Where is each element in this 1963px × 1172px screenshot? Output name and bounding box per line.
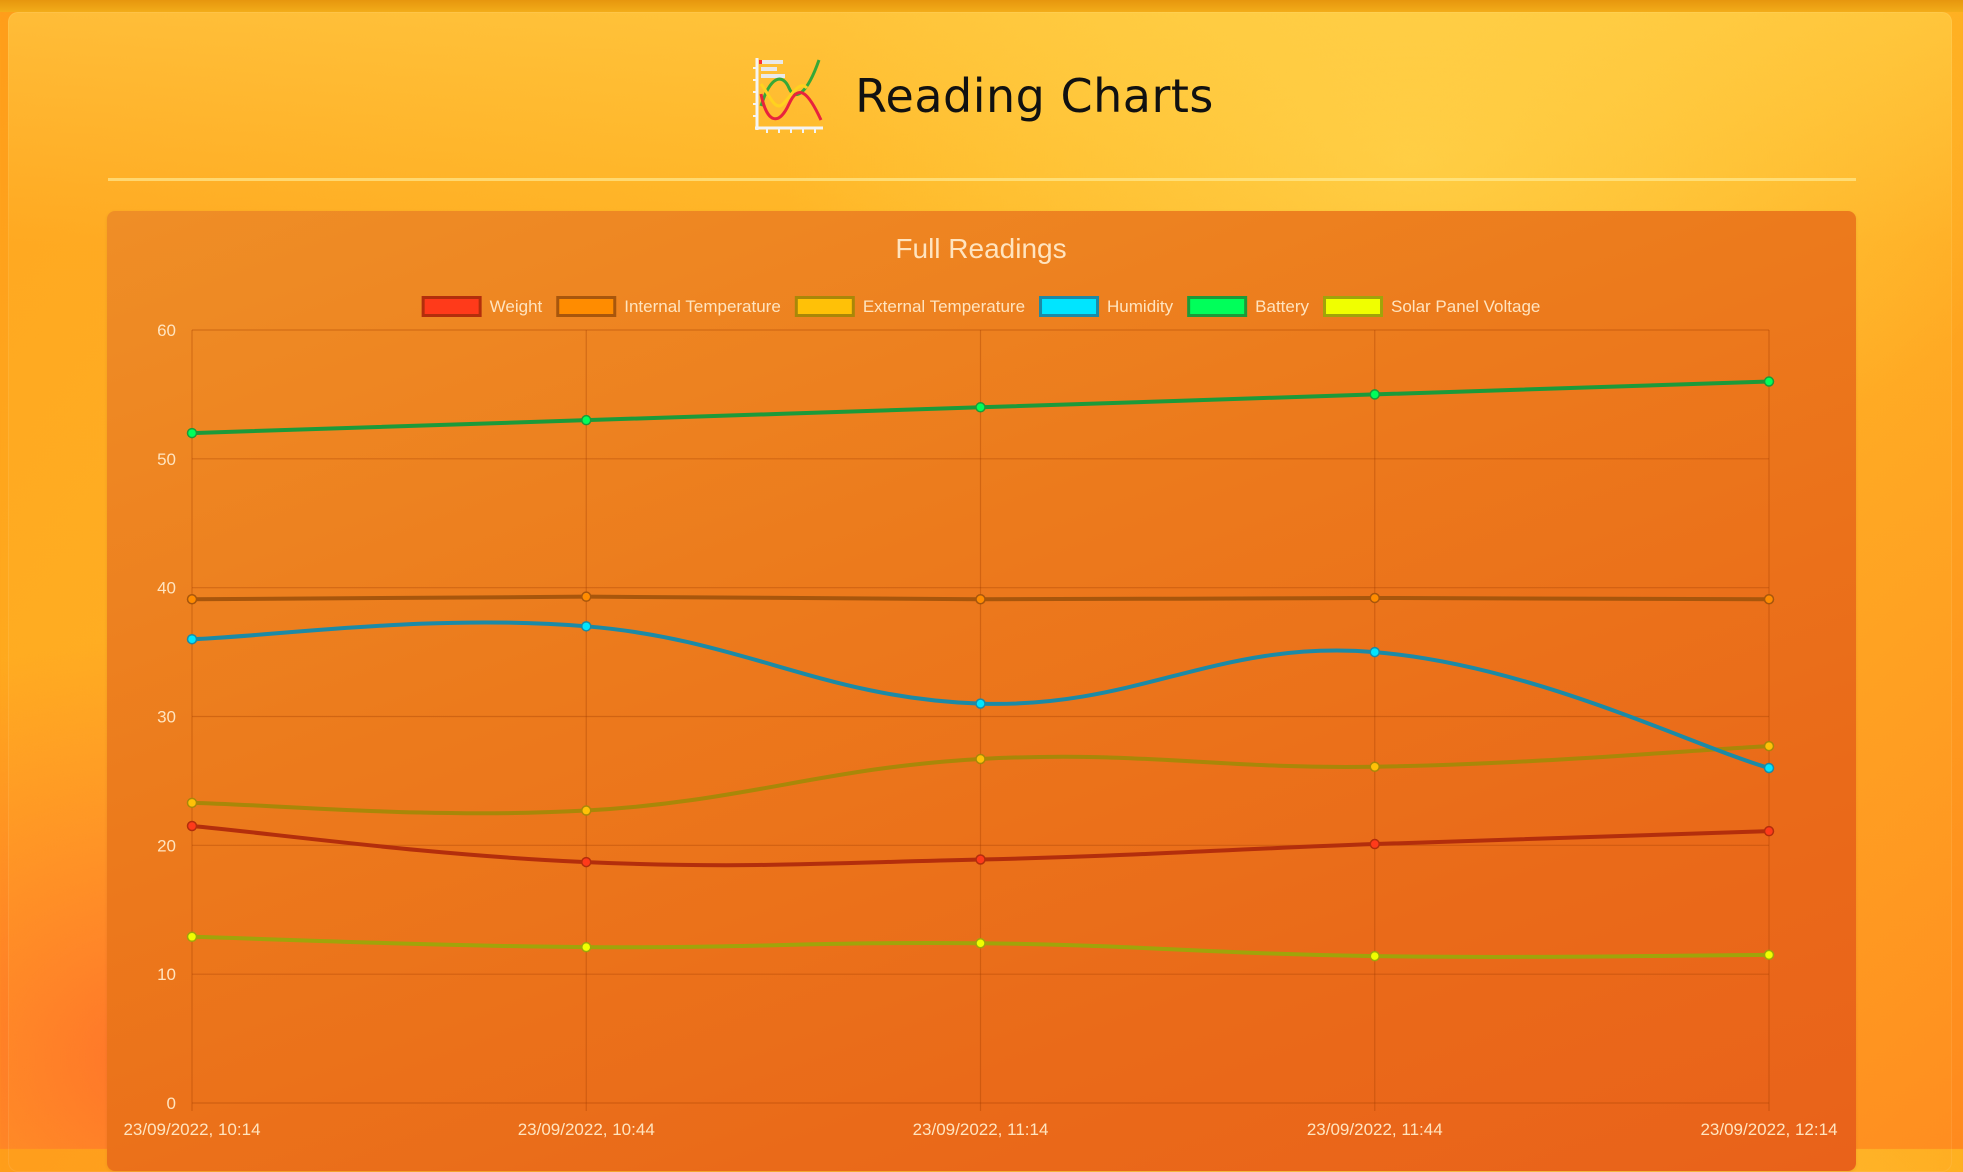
y-tick-label: 50 bbox=[157, 450, 176, 469]
legend-item-solar-panel-voltage[interactable]: Solar Panel Voltage bbox=[1323, 296, 1541, 317]
legend-swatch bbox=[1323, 296, 1384, 317]
legend-label: Humidity bbox=[1107, 297, 1174, 316]
data-point-battery[interactable] bbox=[186, 427, 198, 439]
data-point-battery[interactable] bbox=[1763, 376, 1775, 387]
y-tick-label: 60 bbox=[157, 321, 176, 340]
series-humidity bbox=[186, 620, 1775, 774]
legend-item-battery[interactable]: Battery bbox=[1187, 296, 1310, 317]
x-tick-label: 23/09/2022, 11:14 bbox=[913, 1120, 1049, 1139]
data-point-humidity[interactable] bbox=[1763, 762, 1775, 774]
legend-swatch bbox=[1039, 296, 1100, 317]
data-point-humidity[interactable] bbox=[1369, 646, 1380, 658]
y-tick-label: 30 bbox=[157, 708, 176, 727]
legend-swatch bbox=[421, 296, 482, 317]
data-point-weight[interactable] bbox=[186, 820, 198, 832]
legend-label: Solar Panel Voltage bbox=[1391, 297, 1540, 316]
x-tick-label: 23/09/2022, 12:14 bbox=[1700, 1120, 1837, 1139]
data-point-internal-temperature[interactable] bbox=[186, 594, 198, 605]
x-tick-label: 23/09/2022, 11:44 bbox=[1307, 1120, 1443, 1139]
legend-item-weight[interactable]: Weight bbox=[421, 296, 543, 317]
y-tick-label: 10 bbox=[157, 965, 176, 984]
chart-title: Full Readings bbox=[895, 233, 1066, 264]
data-point-internal-temperature[interactable] bbox=[1763, 594, 1775, 605]
legend-item-internal-temperature[interactable]: Internal Temperature bbox=[556, 296, 781, 317]
legend-label: Weight bbox=[490, 297, 543, 316]
x-axis: 23/09/2022, 10:14 23/09/2022, 10:44 23/09/… bbox=[123, 1120, 1837, 1139]
data-point-internal-temperature[interactable] bbox=[975, 594, 986, 605]
data-point-internal-temperature[interactable] bbox=[581, 591, 592, 602]
chart-panel bbox=[107, 211, 1856, 1171]
data-point-internal-temperature[interactable] bbox=[1369, 592, 1380, 604]
data-point-weight[interactable] bbox=[1369, 838, 1380, 850]
x-tick-label: 23/09/2022, 10:44 bbox=[518, 1120, 655, 1139]
chart-series bbox=[186, 376, 1775, 962]
legend-item-external-temperature[interactable]: External Temperature bbox=[794, 296, 1025, 317]
data-point-external-temperature[interactable] bbox=[1763, 740, 1775, 752]
data-point-external-temperature[interactable] bbox=[975, 753, 986, 765]
data-point-battery[interactable] bbox=[581, 414, 592, 426]
data-point-solar-panel-voltage[interactable] bbox=[1763, 949, 1775, 961]
data-point-external-temperature[interactable] bbox=[1369, 761, 1380, 772]
chart-legend: Weight Internal Temperature External Tempe… bbox=[421, 296, 1541, 317]
data-point-solar-panel-voltage[interactable] bbox=[975, 937, 986, 949]
y-tick-label: 40 bbox=[157, 579, 176, 598]
series-internal-temperature bbox=[186, 591, 1775, 605]
data-point-solar-panel-voltage[interactable] bbox=[581, 941, 592, 953]
app-title: Reading Charts bbox=[855, 69, 1214, 123]
data-point-humidity[interactable] bbox=[581, 621, 592, 632]
series-weight bbox=[186, 820, 1775, 868]
data-point-weight[interactable] bbox=[1763, 825, 1775, 837]
data-point-external-temperature[interactable] bbox=[186, 797, 198, 809]
line-chart-icon bbox=[753, 58, 824, 133]
legend-label: Battery bbox=[1255, 297, 1309, 316]
legend-swatch bbox=[556, 296, 617, 317]
legend-swatch bbox=[1187, 296, 1248, 317]
y-axis: 0 10 20 30 40 50 60 bbox=[157, 321, 176, 1113]
series-solar-panel-voltage bbox=[186, 931, 1775, 962]
data-point-external-temperature[interactable] bbox=[581, 805, 592, 816]
top-bar bbox=[0, 0, 1963, 12]
page-header: Reading Charts bbox=[0, 54, 1963, 138]
legend-label: External Temperature bbox=[863, 297, 1025, 316]
data-point-solar-panel-voltage[interactable] bbox=[186, 931, 198, 943]
data-point-humidity[interactable] bbox=[975, 698, 986, 709]
series-battery bbox=[186, 376, 1775, 439]
data-point-weight[interactable] bbox=[975, 854, 986, 865]
data-point-solar-panel-voltage[interactable] bbox=[1369, 950, 1380, 962]
data-point-battery[interactable] bbox=[1369, 389, 1380, 400]
series-external-temperature bbox=[186, 740, 1775, 816]
y-tick-label: 0 bbox=[167, 1094, 176, 1113]
header-divider bbox=[108, 178, 1856, 181]
data-point-weight[interactable] bbox=[581, 856, 592, 868]
legend-swatch bbox=[794, 296, 855, 317]
data-point-humidity[interactable] bbox=[186, 633, 198, 645]
y-tick-label: 20 bbox=[157, 836, 176, 855]
data-point-battery[interactable] bbox=[975, 402, 986, 413]
x-tick-label: 23/09/2022, 10:14 bbox=[123, 1120, 260, 1139]
legend-item-humidity[interactable]: Humidity bbox=[1039, 296, 1174, 317]
chart-grid bbox=[191, 329, 1770, 1111]
legend-label: Internal Temperature bbox=[624, 297, 781, 316]
